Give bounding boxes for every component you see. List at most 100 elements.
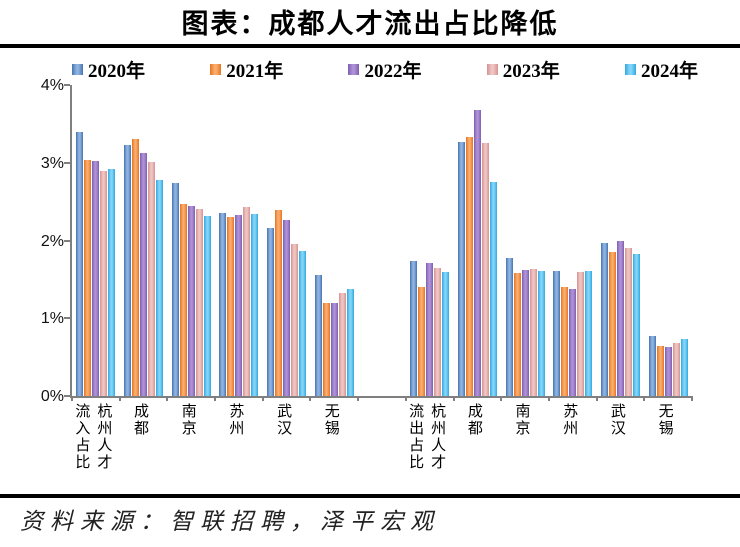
- bar-2023年: [577, 272, 585, 396]
- bar-group: [501, 85, 549, 396]
- bar-2024年: [251, 214, 259, 396]
- legend: 2020年 2021年 2022年 2023年 2024年: [72, 56, 698, 82]
- bar-2022年: [616, 240, 624, 396]
- bar-2020年: [314, 274, 322, 396]
- x-axis-label: 武汉: [261, 404, 309, 472]
- bar-2023年: [338, 292, 346, 396]
- x-axis-label-char: 成: [134, 404, 150, 420]
- bar-2020年: [267, 228, 275, 396]
- x-axis-label-char: 才: [97, 455, 113, 471]
- bar-2023年: [291, 243, 299, 396]
- x-axis-label-column: 武汉: [611, 404, 626, 472]
- bar-2020年: [124, 144, 132, 396]
- bar-2024年: [346, 288, 354, 396]
- bar-2022年: [426, 263, 434, 396]
- bar-group: [549, 85, 597, 396]
- y-axis-tick-label: 2%: [40, 232, 64, 250]
- bar-2020年: [505, 257, 513, 396]
- bar-chart: 0% 1% 2% 3% 4%: [41, 77, 693, 405]
- legend-label: 2021年: [226, 60, 284, 82]
- x-axis-label-column: 成都: [134, 404, 149, 472]
- x-axis-label-char: 汉: [610, 421, 626, 437]
- x-axis-label-char: 无: [324, 404, 340, 420]
- bar-2020年: [219, 212, 227, 396]
- x-axis-label-column: 无锡: [659, 404, 674, 472]
- x-axis-tick: [404, 396, 407, 401]
- x-axis-tick: [309, 396, 312, 401]
- legend-swatch-icon: [210, 63, 222, 75]
- y-axis-tick-label: 0%: [40, 388, 64, 405]
- x-axis-label-char: 入: [75, 421, 91, 437]
- bar-2022年: [140, 152, 148, 396]
- x-axis-label-char: 才: [431, 455, 447, 471]
- x-axis-label-column: 武汉: [277, 404, 292, 472]
- bar-group: [72, 85, 120, 396]
- x-axis-label: 成都: [118, 404, 166, 472]
- x-axis-tick: [500, 396, 503, 401]
- x-axis-label-column: 苏州: [563, 404, 578, 472]
- legend-label: 2023年: [502, 60, 560, 82]
- bar-2024年: [632, 253, 640, 396]
- x-axis-label-char: 都: [134, 421, 150, 437]
- bar-2023年: [195, 209, 203, 396]
- bar-2023年: [434, 267, 442, 396]
- legend-swatch-icon: [72, 63, 83, 75]
- x-axis-label-column: 杭州人才: [97, 404, 112, 472]
- x-axis-label: 无锡: [308, 404, 356, 472]
- x-axis-labels: 流入占比杭州人才成都南京苏州武汉无锡流出占比杭州人才成都南京苏州武汉无锡: [70, 404, 690, 472]
- bar-group: [597, 85, 645, 396]
- legend-item-2020年: 2020年: [72, 56, 145, 83]
- bar-2020年: [553, 270, 561, 396]
- x-axis-label-char: 杭: [97, 404, 113, 420]
- y-axis-tick-label: 1%: [40, 310, 64, 328]
- x-axis-label-char: 无: [658, 404, 674, 420]
- x-axis-label: 无锡: [642, 404, 690, 472]
- x-axis-label-column: 南京: [182, 404, 197, 472]
- x-axis-tick: [166, 396, 169, 401]
- x-axis-label-char: 京: [515, 421, 531, 437]
- x-axis-tick: [643, 396, 646, 401]
- legend-item-2022年: 2022年: [348, 56, 421, 83]
- bar-2022年: [664, 347, 672, 396]
- bar-2021年: [132, 139, 140, 396]
- bar-2023年: [100, 170, 108, 396]
- bar-2023年: [148, 161, 156, 396]
- legend-item-2024年: 2024年: [624, 56, 698, 83]
- bar-2021年: [656, 346, 664, 396]
- bar-2020年: [410, 260, 418, 396]
- bar-2024年: [680, 339, 688, 396]
- x-axis-tick: [357, 396, 360, 401]
- bar-2023年: [243, 207, 251, 396]
- x-axis-label-char: 锡: [658, 421, 674, 437]
- x-axis-label-char: 武: [610, 404, 626, 420]
- x-axis-label-char: 南: [515, 404, 531, 420]
- x-axis-label-column: 无锡: [325, 404, 340, 472]
- bar-2022年: [283, 220, 291, 396]
- y-axis-tick-label: 3%: [40, 154, 64, 172]
- x-axis-label: 成都: [452, 404, 500, 472]
- bar-2021年: [418, 287, 426, 396]
- source-text: 资料来源：智联招聘，泽平宏观: [20, 509, 440, 534]
- x-axis-label: 武汉: [595, 404, 643, 472]
- y-axis-tick: [64, 239, 70, 242]
- x-axis-tick: [214, 396, 217, 401]
- bar-group: [215, 85, 263, 396]
- bar-2022年: [92, 161, 100, 396]
- x-axis-label-column: 杭州人才: [431, 404, 446, 472]
- x-axis-label: 流入占比杭州人才: [70, 404, 118, 472]
- bar-2022年: [330, 302, 338, 396]
- x-axis-label: [356, 404, 404, 472]
- bar-group: [120, 85, 168, 396]
- x-axis-label-column: 流入占比: [75, 404, 90, 472]
- x-axis-tick: [452, 396, 455, 401]
- y-axis-tick-label: 4%: [40, 77, 64, 94]
- bar-2024年: [489, 182, 497, 396]
- legend-swatch-icon: [486, 63, 498, 75]
- bar-2024年: [585, 270, 593, 396]
- x-axis-label-char: 成: [467, 404, 483, 420]
- x-axis-label: 苏州: [547, 404, 595, 472]
- x-axis-label-char: 杭: [431, 404, 447, 420]
- bar-2024年: [442, 271, 450, 396]
- bar-2020年: [171, 182, 179, 396]
